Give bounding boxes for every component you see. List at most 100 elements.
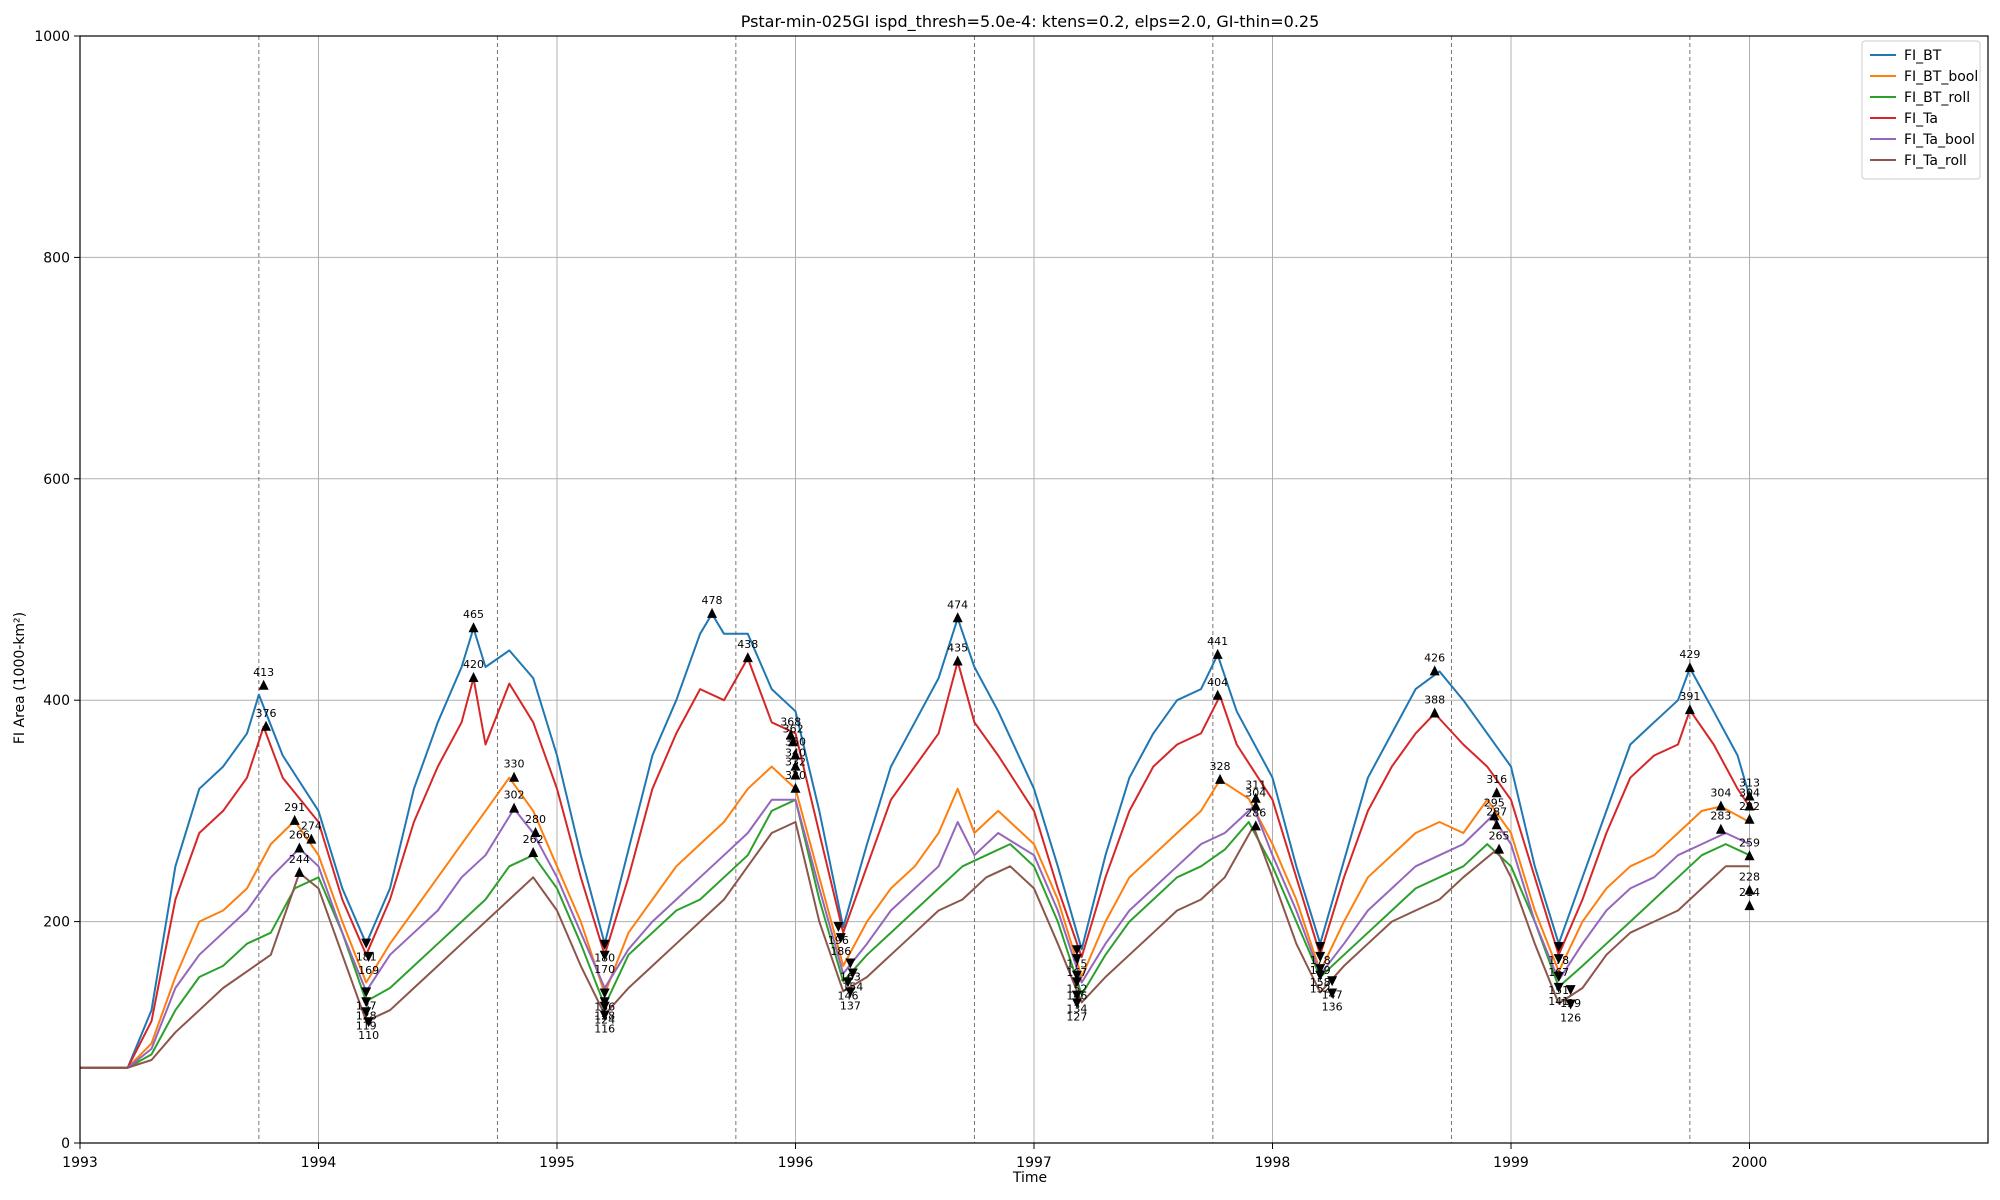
trough-marker [833,922,844,933]
trough-marker [1315,951,1326,962]
trough-label: 124 [594,1014,615,1027]
trough-label: 139 [1560,997,1581,1010]
trough-marker [1565,999,1576,1010]
trough-marker [1315,970,1326,981]
trough-label: 126 [1560,1012,1581,1025]
extrema-markers [258,607,1755,1028]
trough-marker [1071,954,1082,965]
trough-marker [361,997,372,1008]
trough-label: 170 [594,963,615,976]
series-line-fi-ta-bool [80,798,1750,1069]
peak-marker [509,802,520,813]
trough-label: 147 [1322,988,1343,1001]
trough-marker [599,939,610,950]
peak-label: 266 [289,829,310,842]
y-tick-label: 200 [43,915,70,931]
peak-marker [1489,810,1500,821]
peak-label: 214 [1739,886,1760,899]
trough-marker [1071,945,1082,956]
peak-marker [1494,843,1505,854]
peak-marker [1491,819,1502,830]
peak-label: 426 [1424,651,1445,664]
trough-label: 110 [358,1029,379,1042]
peak-label: 413 [253,666,274,679]
trough-marker [845,958,856,969]
peak-marker [1429,665,1440,676]
peak-label: 259 [1739,836,1760,849]
y-axis-label: FI Area (1000-km²) [12,612,28,744]
peak-label: 404 [1207,676,1228,689]
trough-label: 180 [594,952,615,965]
trough-label: 167 [1548,966,1569,979]
peak-marker [261,720,272,731]
x-tick-label: 1996 [778,1155,814,1171]
peak-label: 420 [463,658,484,671]
peak-marker [528,846,539,857]
trough-label: 127 [1066,1010,1087,1023]
peak-label: 388 [1424,693,1445,706]
peak-label: 316 [1486,773,1507,786]
legend: FI_BT FI_BT_bool FI_BT_roll FI_Ta FI_Ta_bool… [1861,40,1981,180]
peak-label: 328 [1210,760,1231,773]
peak-marker [1250,792,1261,803]
peak-marker [1212,689,1223,700]
peak-label: 391 [1679,690,1700,703]
peak-label: 304 [1245,786,1266,799]
peak-marker [788,736,799,747]
peak-label: 228 [1739,871,1760,884]
y-tick-label: 0 [61,1136,70,1152]
peak-label: 286 [1245,806,1266,819]
peak-marker [1684,704,1695,715]
peak-marker [509,771,520,782]
peak-label: 304 [1710,786,1731,799]
trough-marker [1327,988,1338,999]
peak-label: 287 [1486,805,1507,818]
x-axis-label: Time [1012,1170,1047,1186]
peak-label: 291 [284,801,305,814]
peak-label: 311 [1245,779,1266,792]
peak-label: 362 [783,722,804,735]
peak-marker [1215,773,1226,784]
peak-label: 340 [785,747,806,760]
peak-marker [294,842,305,853]
trough-label: 146 [837,989,858,1002]
peak-label: 435 [947,641,968,654]
trough-marker [599,1001,610,1012]
peak-label: 274 [301,820,322,833]
peak-label: 465 [463,608,484,621]
trough-label: 128 [356,1009,377,1022]
peak-label: 244 [289,853,310,866]
peak-marker [1491,787,1502,798]
peak-label: 376 [256,707,277,720]
trough-label: 169 [358,964,379,977]
x-axis-ticks: 1993 1994 1995 1996 1997 1998 1999 2000 [62,1143,1767,1171]
trough-label: 181 [356,951,377,964]
peak-marker [1429,707,1440,718]
trough-marker [1071,977,1082,988]
peak-label: 280 [525,813,546,826]
peak-label: 304 [1739,786,1760,799]
peak-marker [468,672,479,683]
peak-label: 302 [504,789,525,802]
peak-label: 350 [785,736,806,749]
trough-marker [361,938,372,949]
season-markers [258,36,1691,1143]
trough-marker [363,1017,374,1028]
peak-label: 474 [947,598,968,611]
trough-label: 175 [1066,957,1087,970]
peak-marker [1744,850,1755,861]
trough-marker [1565,985,1576,996]
peak-marker [1744,813,1755,824]
trough-marker [363,951,374,962]
peak-marker [790,760,801,771]
trough-marker [1553,954,1564,965]
legend-label: FI_Ta [1904,111,1938,127]
peak-marker [530,827,541,838]
trough-marker [1553,941,1564,952]
trough-marker [847,968,858,979]
series-line-fi-bt-bool [80,765,1750,1069]
trough-marker [842,977,853,988]
y-tick-label: 400 [43,693,70,709]
y-tick-label: 1000 [34,29,70,45]
